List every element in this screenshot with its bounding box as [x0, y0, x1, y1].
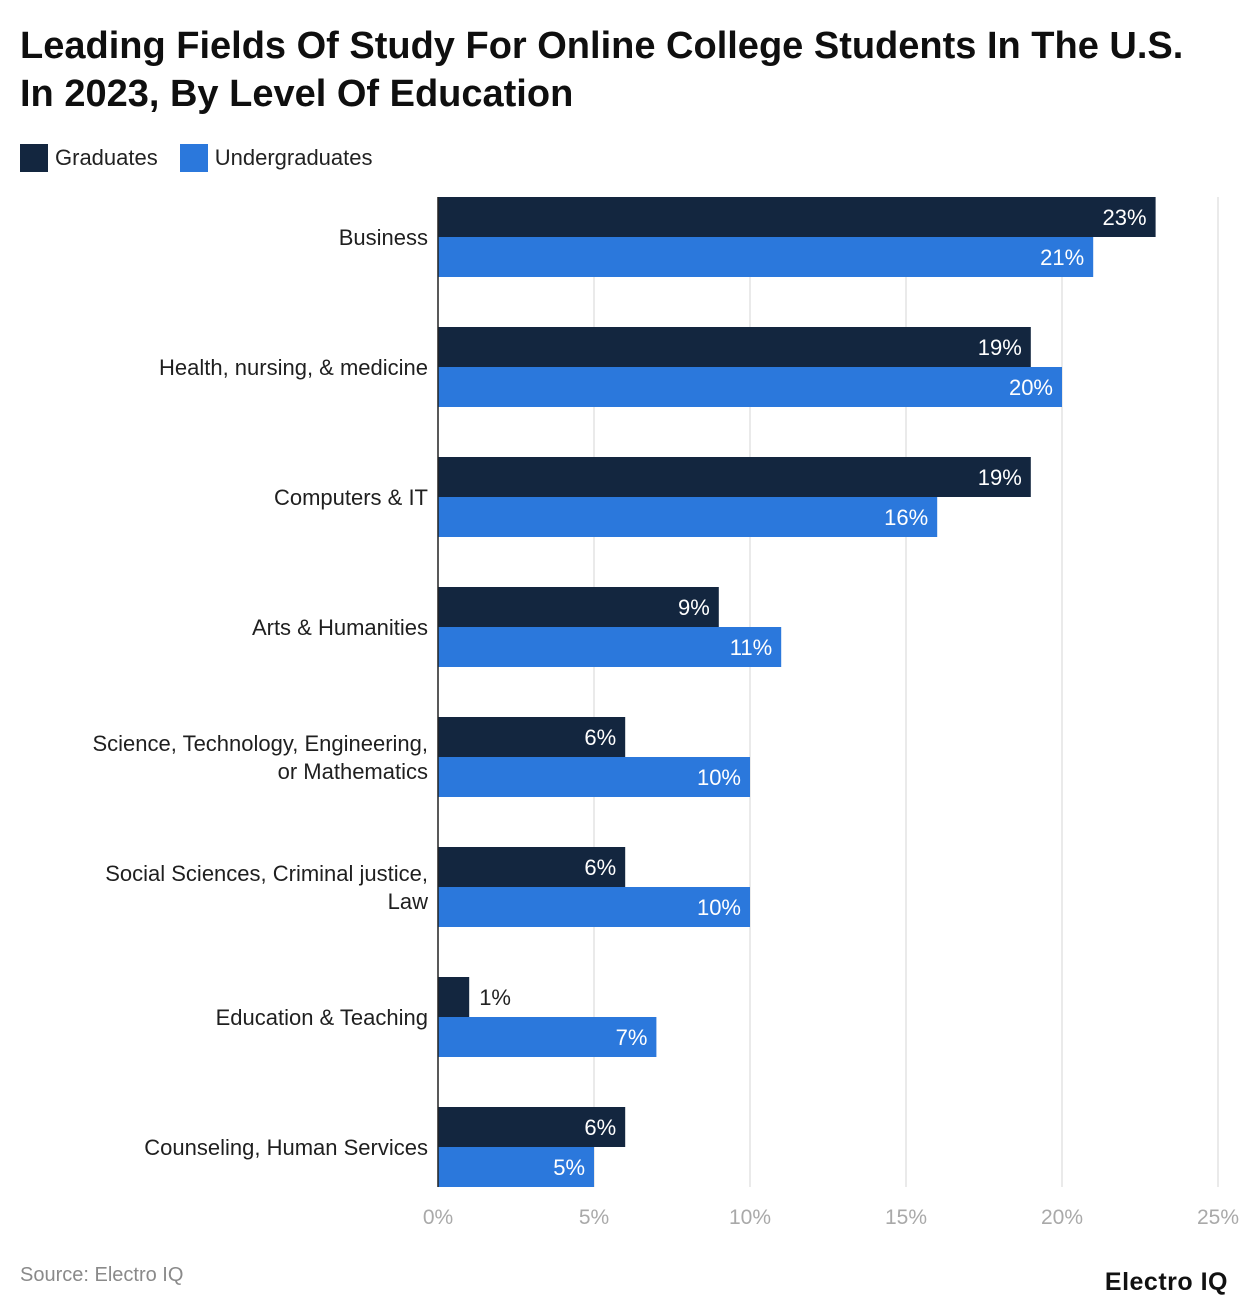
category-label-line: Education & Teaching: [216, 1005, 428, 1030]
data-label: 10%: [697, 895, 741, 920]
category-label-line: or Mathematics: [278, 759, 428, 784]
bar-graduates: [438, 587, 719, 627]
category-label-line: Arts & Humanities: [252, 615, 428, 640]
legend-item-undergraduates: Undergraduates: [179, 144, 373, 172]
category-label: Social Sciences, Criminal justice, Law: [105, 861, 428, 914]
bar-graduates: [438, 977, 470, 1017]
category-label-line: Law: [388, 889, 428, 914]
category-label: Health, nursing, & medicine: [159, 355, 428, 380]
legend-item-graduates: Graduates: [20, 144, 158, 172]
data-label: 6%: [584, 1115, 616, 1140]
data-label: 23%: [1103, 205, 1147, 230]
bar-undergraduates: [438, 367, 1062, 407]
x-tick-label: 25%: [1197, 1206, 1239, 1229]
category-label: Science, Technology, Engineering, or Math…: [92, 731, 428, 784]
x-tick-label: 0%: [423, 1206, 453, 1229]
brand-logo: Electro IQ: [1104, 1268, 1228, 1296]
bar-graduates: [438, 717, 626, 757]
data-label: 7%: [616, 1025, 648, 1050]
data-label: 6%: [584, 725, 616, 750]
bar-graduates: [438, 327, 1031, 367]
category-label-line: Counseling, Human Services: [144, 1135, 428, 1160]
category-label: Arts & Humanities: [252, 615, 428, 640]
bar-undergraduates: [438, 1147, 594, 1187]
bar-undergraduates: [438, 627, 782, 667]
category-label-line: Science, Technology, Engineering,: [92, 731, 428, 756]
data-label: 19%: [978, 465, 1022, 490]
data-label: 5%: [553, 1155, 585, 1180]
bar-graduates: [438, 197, 1156, 237]
data-label: 16%: [884, 505, 928, 530]
category-label-line: Business: [339, 225, 428, 250]
legend-label-undergraduates: Undergraduates: [214, 145, 373, 170]
source-note: Source: Electro IQ: [20, 1264, 184, 1286]
x-tick-label: 20%: [1041, 1206, 1083, 1229]
data-label: 1%: [479, 985, 511, 1010]
bar-undergraduates: [438, 887, 750, 927]
category-label: Computers & IT: [274, 485, 428, 510]
category-label-line: Health, nursing, & medicine: [159, 355, 428, 380]
legend-label-graduates: Graduates: [55, 145, 158, 170]
legend-swatch-undergraduates: [179, 144, 208, 172]
data-label: 10%: [697, 765, 741, 790]
bar-chart: 0% 5% 10% 15% 20% 25% 23% 21% Business 19% 20% Heal…: [92, 197, 1239, 1229]
data-label: 11%: [730, 635, 772, 660]
category-label-line: Social Sciences, Criminal justice,: [105, 861, 428, 886]
data-label: 6%: [584, 855, 616, 880]
bar-undergraduates: [438, 237, 1094, 277]
category-label: Counseling, Human Services: [144, 1135, 428, 1160]
bar-undergraduates: [438, 1017, 657, 1057]
x-tick-label: 5%: [579, 1206, 609, 1229]
bar-graduates: [438, 457, 1031, 497]
bar-graduates: [438, 847, 626, 887]
data-label: 19%: [978, 335, 1022, 360]
legend: Graduates Undergraduates: [20, 143, 395, 173]
data-label: 9%: [678, 595, 710, 620]
x-tick-label: 15%: [885, 1206, 927, 1229]
x-tick-label: 10%: [729, 1206, 771, 1229]
data-label: 21%: [1040, 245, 1084, 270]
data-label: 20%: [1009, 375, 1053, 400]
category-label: Business: [339, 225, 428, 250]
chart-title: Leading Fields Of Study For Online Colle…: [20, 25, 1184, 115]
bar-graduates: [438, 1107, 626, 1147]
category-label-line: Computers & IT: [274, 485, 428, 510]
legend-swatch-graduates: [20, 144, 48, 172]
bar-undergraduates: [438, 497, 938, 537]
category-label: Education & Teaching: [216, 1005, 428, 1030]
bar-undergraduates: [438, 757, 750, 797]
